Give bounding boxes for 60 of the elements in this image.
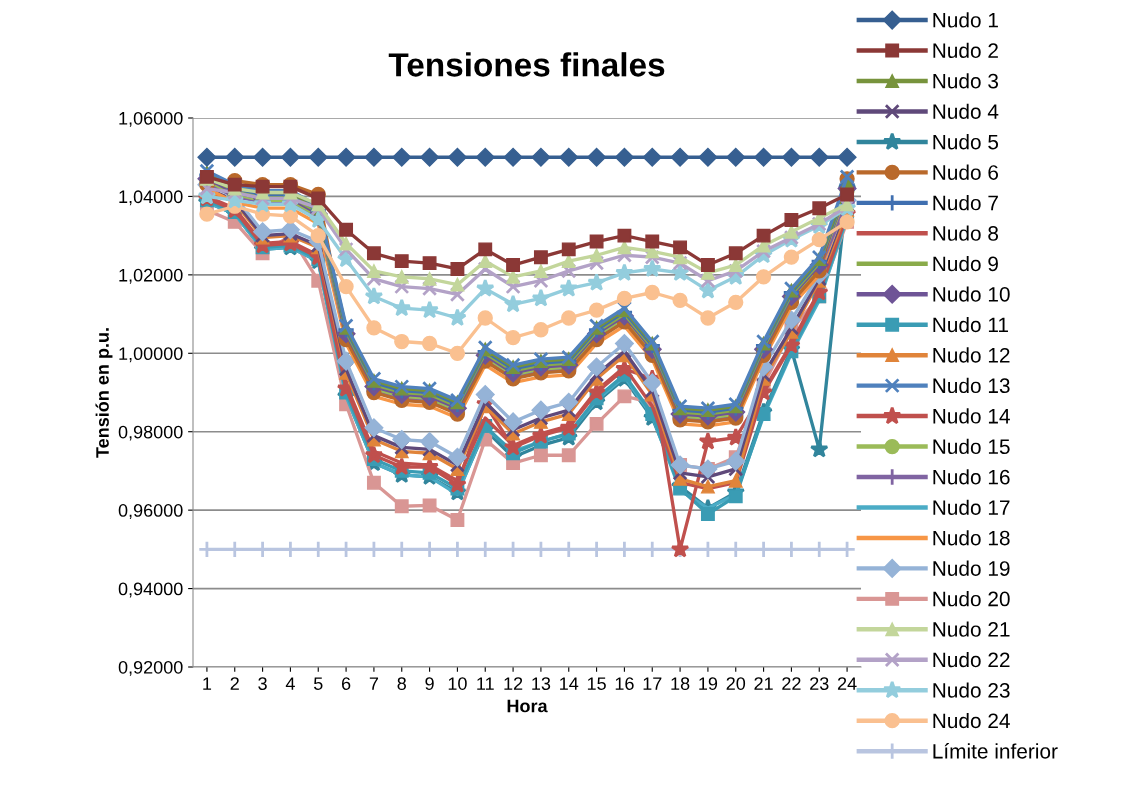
legend-label: Nudo 7 bbox=[933, 195, 998, 211]
legend-label: Nudo 9 bbox=[933, 255, 998, 272]
y-axis-title: Tensión en p.u. bbox=[95, 328, 113, 458]
legend-label: Nudo 11 bbox=[933, 316, 1008, 333]
y-tick-label: 0,94000 bbox=[118, 582, 183, 598]
x-tick-label: 5 bbox=[313, 677, 323, 690]
x-tick-label: 9 bbox=[425, 677, 434, 690]
x-tick-label: 23 bbox=[810, 677, 829, 690]
legend-label: Nudo 8 bbox=[933, 225, 999, 241]
legend-label: Límite inferior bbox=[933, 743, 1058, 759]
x-tick-label: 22 bbox=[782, 677, 801, 690]
legend-label: Nudo 16 bbox=[933, 469, 1010, 485]
x-tick-label: 7 bbox=[369, 677, 379, 690]
y-tick-label: 0,96000 bbox=[118, 504, 183, 519]
legend-label: Nudo 6 bbox=[933, 164, 999, 180]
legend-label: Nudo 15 bbox=[933, 438, 1010, 455]
x-tick-label: 15 bbox=[587, 677, 606, 690]
y-tick-label: 1,06000 bbox=[119, 111, 183, 127]
legend-label: Nudo 4 bbox=[933, 103, 999, 119]
x-tick-label: 18 bbox=[671, 677, 690, 690]
y-tick-label: 1,04000 bbox=[119, 190, 183, 206]
y-tick-label: 0,98000 bbox=[118, 425, 183, 441]
chart-title: Tensiones finales bbox=[388, 52, 665, 77]
legend-label: Nudo 10 bbox=[933, 286, 1010, 302]
x-tick-label: 4 bbox=[285, 677, 295, 690]
legend-label: Nudo 17 bbox=[933, 499, 1010, 515]
x-tick-label: 3 bbox=[258, 677, 267, 690]
legend-label: Nudo 24 bbox=[933, 712, 1010, 729]
x-tick-label: 17 bbox=[643, 677, 662, 690]
legend-label: Nudo 19 bbox=[933, 560, 1010, 576]
x-tick-label: 12 bbox=[504, 677, 523, 690]
legend-label: Nudo 2 bbox=[933, 42, 998, 59]
legend-label: Nudo 20 bbox=[933, 591, 1010, 607]
legend-label: Nudo 13 bbox=[933, 377, 1010, 394]
y-tick-label: 0,92000 bbox=[118, 660, 183, 676]
y-tick-label: 1,02000 bbox=[119, 268, 183, 284]
x-tick-label: 1 bbox=[203, 677, 212, 690]
legend-label: Nudo 22 bbox=[933, 651, 1010, 668]
x-tick-label: 14 bbox=[560, 677, 579, 690]
legend-label: Nudo 23 bbox=[933, 682, 1010, 698]
x-tick-label: 11 bbox=[477, 677, 494, 690]
x-tick-label: 10 bbox=[448, 677, 467, 690]
x-tick-label: 24 bbox=[837, 677, 857, 690]
x-tick-label: 19 bbox=[699, 677, 718, 690]
x-tick-label: 21 bbox=[754, 677, 773, 690]
legend-label: Nudo 3 bbox=[933, 73, 999, 89]
x-tick-label: 8 bbox=[397, 677, 406, 690]
legend-label: Nudo 5 bbox=[933, 134, 999, 150]
legend-label: Nudo 1 bbox=[933, 12, 998, 28]
x-axis-title: Hora bbox=[507, 699, 548, 713]
x-tick-label: 16 bbox=[615, 677, 634, 690]
legend-label: Nudo 18 bbox=[933, 530, 1010, 546]
x-tick-label: 20 bbox=[726, 677, 746, 690]
x-tick-label: 6 bbox=[341, 677, 351, 690]
y-tick-label: 1,00000 bbox=[119, 347, 183, 363]
legend-label: Nudo 12 bbox=[933, 347, 1010, 363]
x-tick-label: 13 bbox=[532, 677, 551, 690]
legend-label: Nudo 14 bbox=[933, 408, 1010, 424]
x-tick-label: 2 bbox=[230, 677, 239, 690]
legend-label: Nudo 21 bbox=[933, 621, 1010, 637]
